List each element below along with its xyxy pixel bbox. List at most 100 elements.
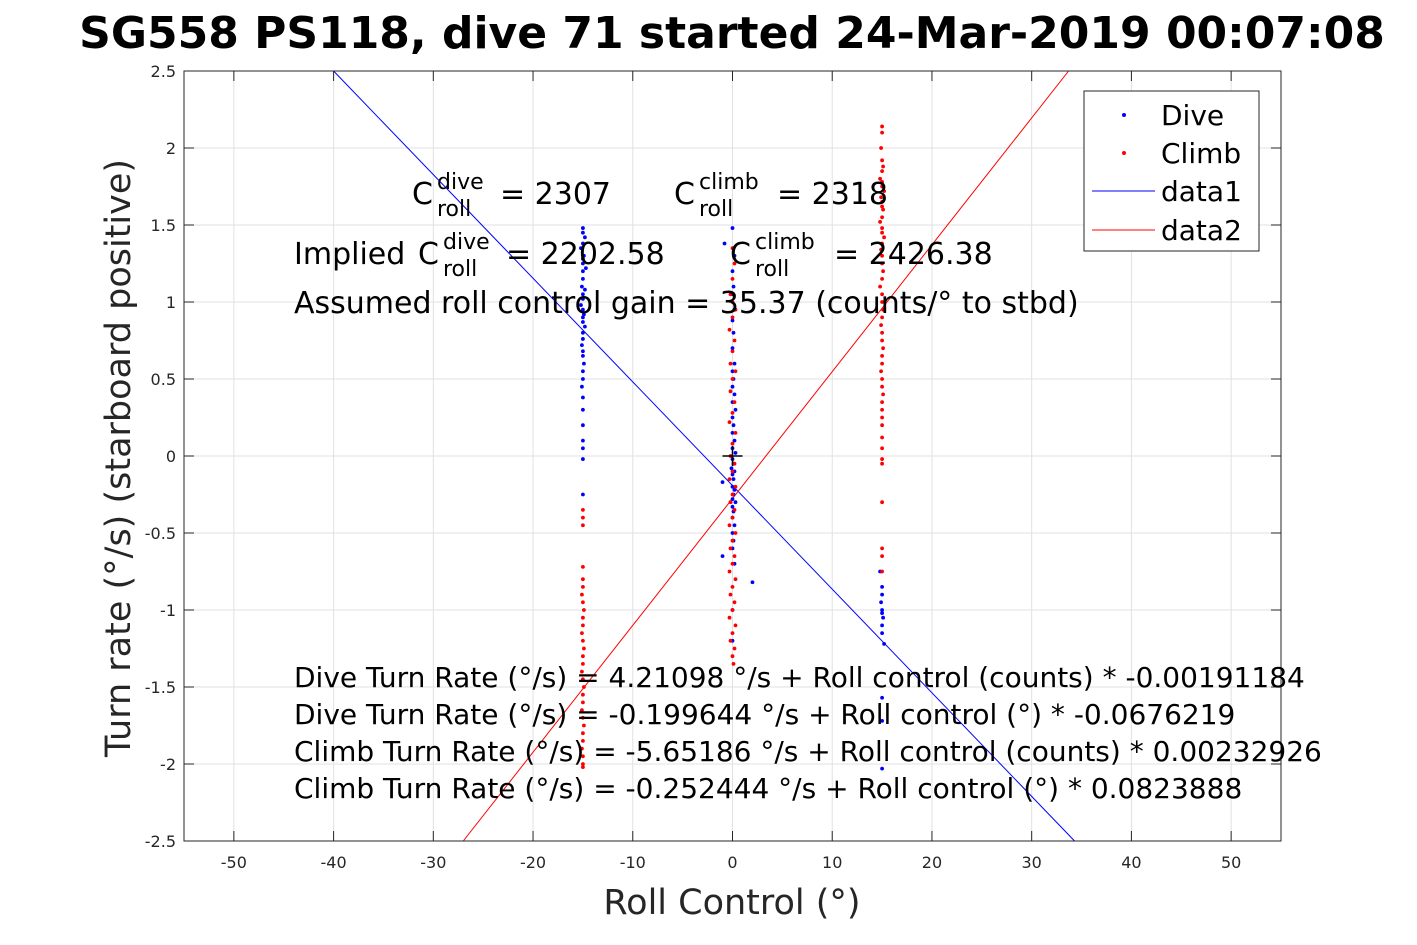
- point-dive: [880, 631, 884, 635]
- point-dive: [880, 766, 884, 771]
- point-climb: [730, 538, 735, 543]
- point-dive: [729, 466, 734, 471]
- point-climb: [581, 762, 585, 766]
- point-climb: [581, 623, 585, 628]
- point-climb: [880, 384, 884, 389]
- point-dive: [580, 343, 584, 348]
- point-climb: [880, 169, 884, 174]
- point-dive: [581, 269, 585, 274]
- x-tick-label: 30: [1022, 853, 1042, 872]
- y-tick-label: -0.5: [145, 524, 176, 543]
- point-climb: [880, 130, 884, 135]
- point-climb: [582, 685, 586, 689]
- implied-dive-sub: roll: [443, 257, 477, 282]
- point-dive: [730, 504, 735, 509]
- legend-label-dive: Dive: [1161, 99, 1224, 132]
- point-climb: [732, 261, 737, 266]
- point-dive: [732, 523, 737, 528]
- point-climb: [881, 346, 885, 351]
- climb-points: [580, 124, 886, 769]
- point-climb: [581, 564, 585, 569]
- point-climb: [581, 692, 585, 697]
- point-climb: [880, 277, 884, 281]
- point-climb: [730, 515, 735, 520]
- point-dive: [880, 623, 884, 628]
- point-dive: [582, 253, 586, 258]
- point-climb: [730, 300, 735, 304]
- point-climb: [880, 253, 884, 258]
- equation-dive-counts: Dive Turn Rate (°/s) = 4.21098 °/s + Rol…: [294, 661, 1305, 694]
- implied-prefix: Implied: [294, 237, 405, 272]
- point-climb: [730, 492, 735, 497]
- point-climb: [582, 723, 586, 728]
- point-climb: [881, 207, 885, 212]
- point-climb: [581, 523, 585, 528]
- point-climb: [580, 746, 584, 751]
- legend-label-data2: data2: [1161, 214, 1242, 247]
- point-dive: [880, 608, 884, 612]
- point-climb: [732, 646, 737, 651]
- point-dive: [581, 438, 585, 443]
- x-tick-label: -40: [321, 853, 347, 872]
- y-tick-label: -1: [160, 601, 176, 620]
- point-dive: [730, 369, 735, 374]
- point-climb: [880, 457, 884, 461]
- point-dive: [581, 457, 585, 461]
- point-dive: [731, 423, 736, 428]
- point-climb: [878, 176, 882, 181]
- y-tick-label: 0.5: [151, 370, 176, 389]
- point-climb: [730, 441, 735, 446]
- point-climb: [727, 615, 732, 620]
- point-dive: [582, 312, 586, 317]
- point-climb: [728, 592, 733, 597]
- point-dive: [880, 611, 884, 615]
- point-climb: [879, 195, 883, 200]
- point-climb: [727, 523, 732, 528]
- point-climb: [879, 146, 883, 150]
- point-climb: [882, 235, 886, 240]
- point-dive: [581, 277, 585, 281]
- point-dive: [750, 580, 755, 585]
- point-climb: [880, 261, 884, 266]
- point-climb: [732, 554, 737, 558]
- x-tick-label: 20: [922, 853, 942, 872]
- point-dive: [731, 477, 736, 481]
- point-climb: [880, 226, 884, 230]
- y-tick-label: 2.5: [151, 62, 176, 81]
- x-tick-label: 0: [727, 853, 737, 872]
- point-dive: [579, 246, 583, 251]
- point-climb: [880, 184, 884, 189]
- point-climb: [581, 731, 585, 736]
- point-dive: [730, 269, 735, 274]
- point-dive: [581, 446, 585, 451]
- y-tick-label: 1.5: [151, 216, 176, 235]
- implied-climb-sup: climb: [755, 230, 815, 255]
- point-climb: [880, 500, 884, 505]
- point-climb: [733, 577, 738, 582]
- point-climb: [878, 220, 882, 224]
- point-climb: [733, 531, 738, 535]
- point-climb: [880, 338, 884, 343]
- point-climb: [880, 330, 884, 335]
- point-dive: [730, 384, 735, 389]
- point-dive: [733, 407, 738, 412]
- point-dive: [881, 615, 885, 620]
- point-dive: [720, 554, 725, 558]
- point-dive: [732, 392, 737, 397]
- point-climb: [727, 569, 732, 574]
- point-dive: [732, 253, 737, 258]
- point-dive: [581, 226, 585, 230]
- point-climb: [581, 615, 585, 620]
- point-dive: [581, 315, 585, 320]
- point-dive: [731, 284, 736, 289]
- point-climb: [880, 158, 884, 163]
- point-climb: [733, 369, 738, 374]
- point-climb: [728, 500, 733, 505]
- point-climb: [880, 230, 884, 235]
- point-dive: [731, 330, 736, 335]
- x-tick-label: -20: [520, 853, 546, 872]
- point-climb: [580, 708, 584, 712]
- point-climb: [730, 349, 735, 354]
- point-dive: [581, 354, 585, 358]
- point-climb: [878, 284, 882, 289]
